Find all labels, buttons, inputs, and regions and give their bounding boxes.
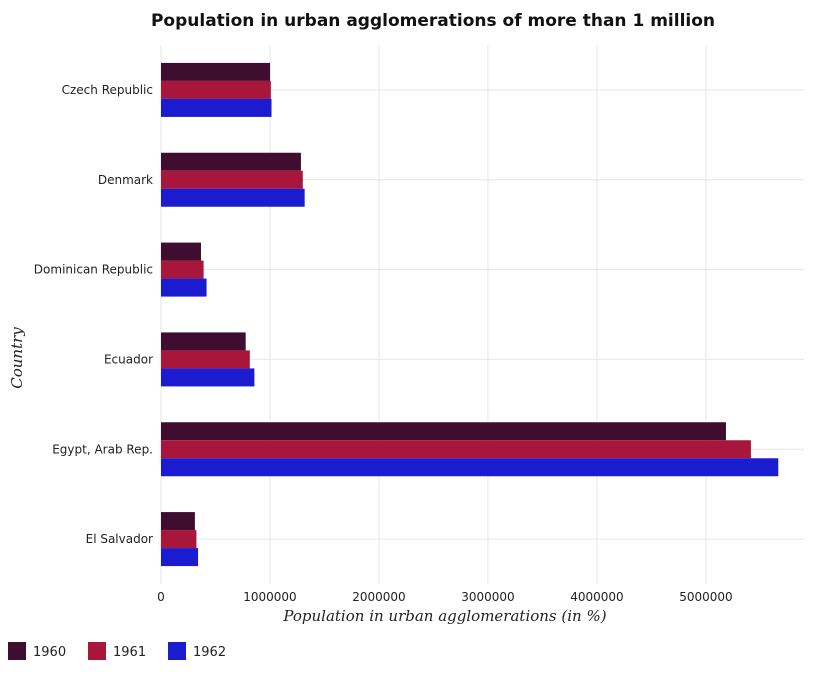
x-tick-label: 2000000: [352, 590, 405, 604]
x-tick-label: 5000000: [679, 590, 732, 604]
bars: [161, 62, 779, 567]
y-tick-label: Czech Republic: [62, 83, 153, 97]
bar-1960-czech-republic: [161, 62, 271, 81]
y-tick-label: Ecuador: [104, 352, 153, 366]
legend-label-1960: 1960: [33, 645, 66, 660]
y-tick-label: Denmark: [98, 173, 153, 187]
bar-1962-ecuador: [161, 368, 255, 387]
y-tick-labels: Czech Republic Denmark Dominican Republic E…: [34, 83, 153, 546]
bar-1962-dominican-republic: [161, 278, 207, 297]
legend-label-1962: 1962: [193, 645, 226, 660]
bar-1960-egypt-arab-rep-: [161, 422, 726, 441]
x-axis-label: Population in urban agglomerations (in %…: [282, 607, 606, 625]
bar-1961-ecuador: [161, 350, 250, 369]
legend-swatch-1962: [168, 642, 186, 660]
x-tick-label: 4000000: [570, 590, 623, 604]
bar-1962-denmark: [161, 188, 305, 207]
chart-title: Population in urban agglomerations of mo…: [151, 11, 715, 31]
bar-1962-el-salvador: [161, 548, 199, 567]
x-tick-labels: 0 1000000 2000000 3000000 4000000 5000000: [157, 590, 732, 604]
y-tick-label: El Salvador: [86, 532, 153, 546]
x-tick-label: 3000000: [461, 590, 514, 604]
legend-swatch-1960: [8, 642, 26, 660]
x-tick-label: 1000000: [243, 590, 296, 604]
legend-swatch-1961: [88, 642, 106, 660]
bar-1961-egypt-arab-rep-: [161, 440, 751, 459]
bar-1960-dominican-republic: [161, 242, 201, 261]
y-tick-label: Egypt, Arab Rep.: [52, 442, 153, 456]
bar-1960-denmark: [161, 152, 301, 171]
grid: [160, 45, 804, 584]
legend: 1960 1961 1962: [8, 642, 226, 660]
y-tick-label: Dominican Republic: [34, 263, 153, 277]
bar-1961-el-salvador: [161, 530, 197, 549]
bar-1962-egypt-arab-rep-: [161, 458, 779, 477]
bar-1962-czech-republic: [161, 98, 272, 117]
bar-1960-el-salvador: [161, 512, 195, 531]
bar-1961-denmark: [161, 170, 303, 189]
bar-1960-ecuador: [161, 332, 246, 351]
bar-1961-dominican-republic: [161, 260, 204, 279]
y-axis-label: Country: [8, 327, 26, 389]
x-tick-label: 0: [157, 590, 165, 604]
bar-1961-czech-republic: [161, 80, 271, 99]
legend-label-1961: 1961: [113, 645, 146, 660]
